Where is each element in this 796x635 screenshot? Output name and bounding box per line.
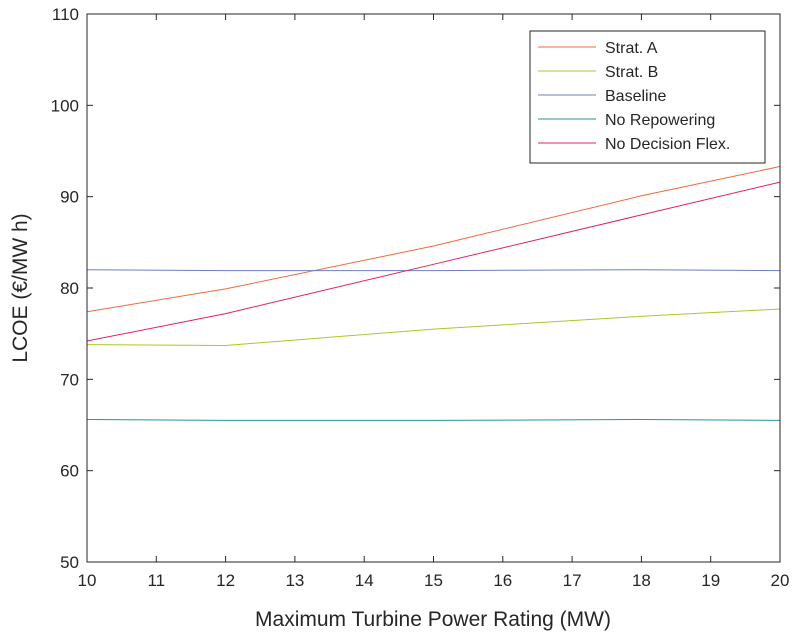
x-axis-label: Maximum Turbine Power Rating (MW): [255, 608, 611, 631]
x-tick-label: 20: [771, 571, 790, 590]
series-line-no-decision-flex: [86, 181, 781, 342]
legend: Strat. A Strat. B Baseline No Repowering No …: [529, 30, 766, 164]
series-layer: [86, 166, 781, 421]
y-tick-label: 90: [60, 188, 79, 207]
x-tick-label: 16: [493, 571, 512, 590]
y-tick-label: 50: [60, 553, 79, 572]
x-tick-label: 13: [285, 571, 304, 590]
x-tick-label: 15: [424, 571, 443, 590]
series-line-strat-a: [86, 166, 781, 313]
x-axis-ticks: 10 11 12 13 14 15 16 17 18 19 20: [78, 14, 790, 590]
series-line-strat-b: [86, 308, 781, 347]
x-tick-label: 11: [147, 571, 165, 590]
x-tick-label: 17: [563, 571, 582, 590]
x-tick-label: 10: [78, 571, 97, 590]
legend-label-no-repowering: No Repowering: [605, 112, 715, 129]
legend-label-strat-b: Strat. B: [605, 64, 658, 81]
x-tick-label: 12: [216, 571, 235, 590]
y-axis-ticks: 50 60 70 80 90 100 110: [51, 5, 780, 572]
y-tick-label: 80: [60, 279, 79, 298]
x-tick-label: 19: [701, 571, 720, 590]
y-tick-label: 110: [52, 5, 79, 24]
x-tick-label: 14: [355, 571, 374, 590]
legend-label-baseline: Baseline: [605, 88, 666, 105]
y-tick-label: 60: [60, 462, 79, 481]
x-tick-label: 18: [632, 571, 651, 590]
y-tick-label: 70: [60, 370, 79, 389]
series-line-no-repowering: [86, 418, 781, 421]
legend-box: [529, 30, 766, 164]
y-tick-label: 100: [51, 96, 79, 115]
legend-label-strat-a: Strat. A: [605, 40, 658, 57]
legend-label-no-decision-flex: No Decision Flex.: [605, 136, 730, 153]
series-line-baseline: [86, 269, 781, 272]
y-axis-label: LCOE (€/MW h): [9, 213, 32, 362]
